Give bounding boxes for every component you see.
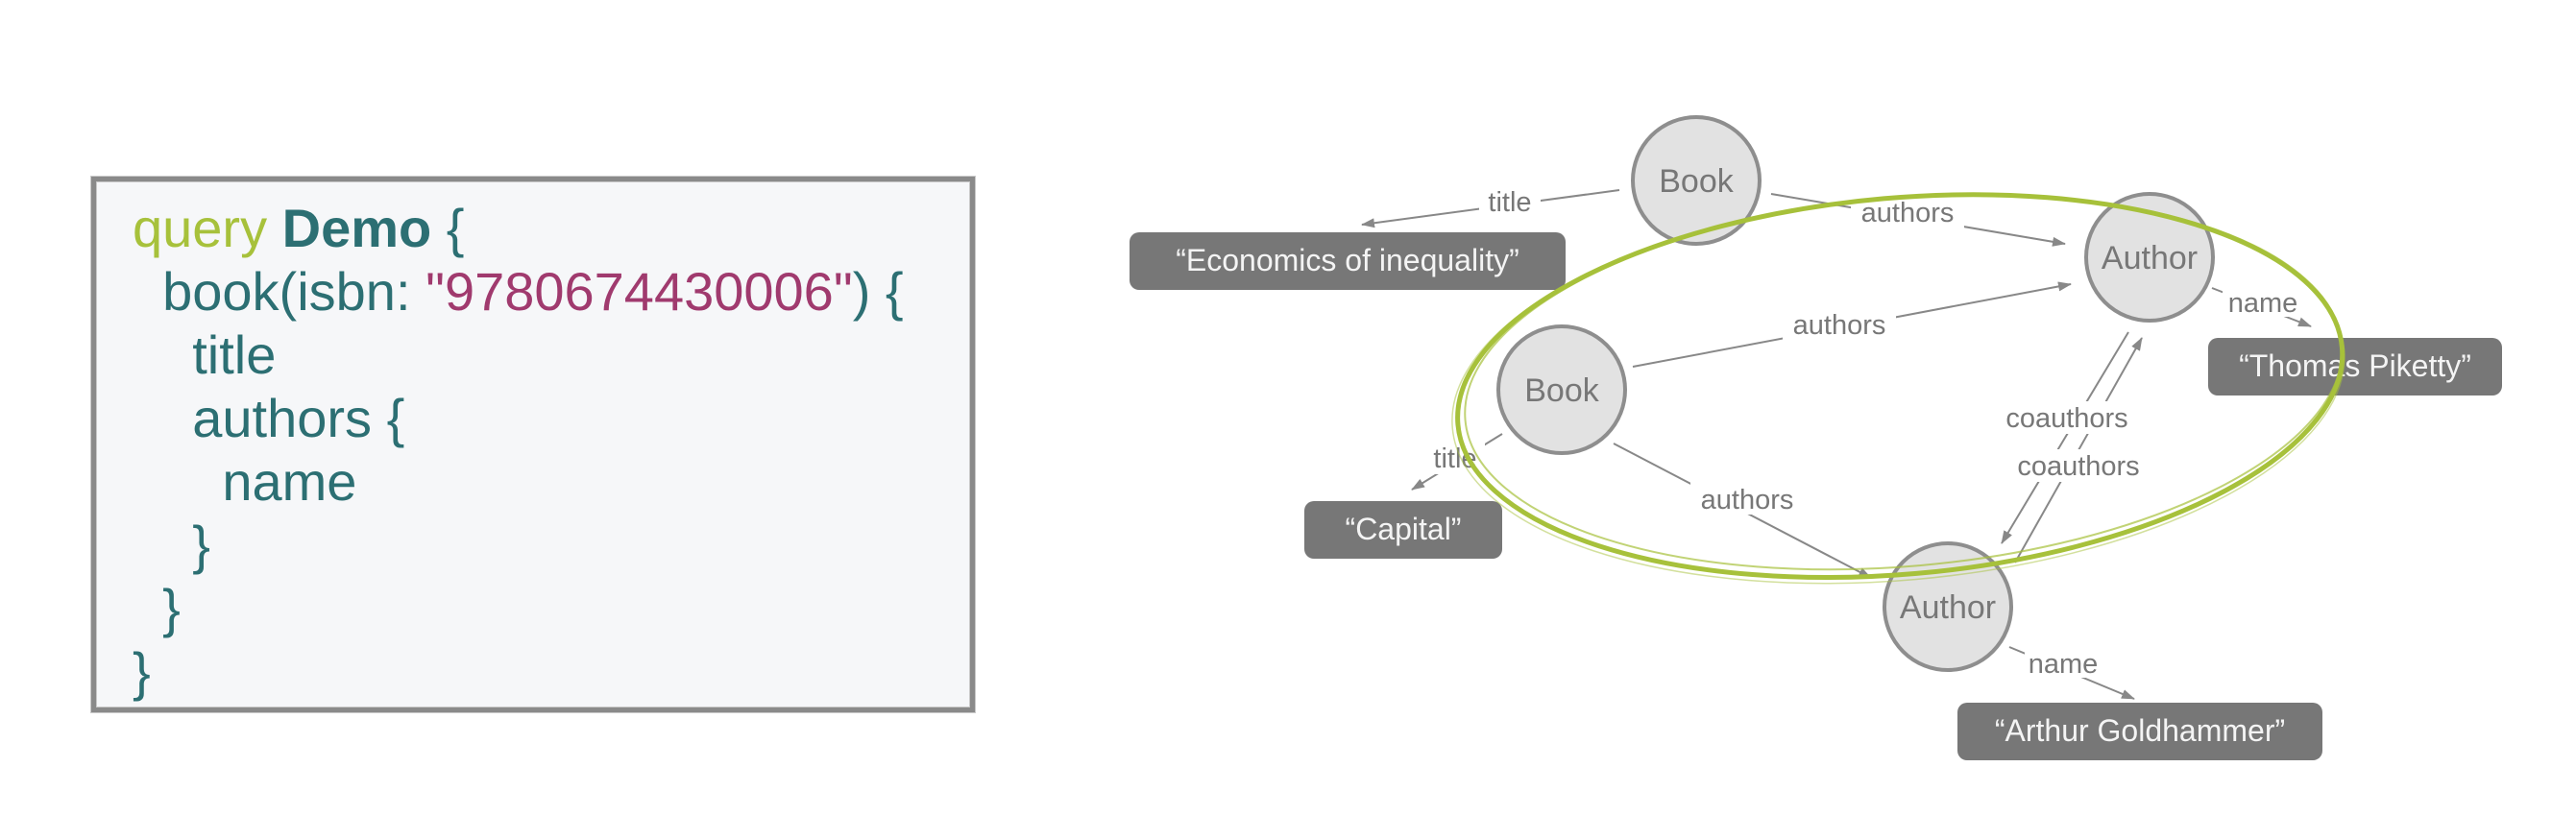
- node-book-mid-label: Book: [1524, 372, 1599, 409]
- edge-label-coauthors-2: coauthors: [2017, 451, 2139, 482]
- code-token: {: [431, 198, 465, 258]
- node-author-bottom-label: Author: [1900, 589, 1996, 626]
- edge-label-title-top: title: [1488, 187, 1531, 218]
- node-book-top-label: Book: [1659, 163, 1734, 200]
- graphql-query-panel: query Demo { book(isbn: "9780674430006")…: [91, 177, 975, 712]
- code-line: }: [133, 640, 904, 704]
- node-author-top-label: Author: [2102, 240, 2198, 276]
- code-token: }: [162, 578, 181, 638]
- code-line: book(isbn: "9780674430006") {: [133, 260, 904, 324]
- code-line: }: [133, 514, 904, 577]
- edge-coauthors-1: [2001, 331, 2129, 544]
- literal-capital: “Capital”: [1346, 512, 1462, 546]
- edge-labels: title authors authors title authors name…: [1423, 184, 2303, 680]
- literal-piketty-box: [2208, 338, 2502, 396]
- edge-label-authors-top: authors: [1861, 198, 1955, 228]
- code-token: }: [133, 641, 151, 702]
- literals: “Economics of inequality” “Capital” “Tho…: [1130, 232, 2502, 760]
- code-token: name: [222, 451, 357, 512]
- code-token: book(isbn:: [162, 261, 426, 322]
- literal-capital-box: [1304, 501, 1502, 559]
- edge-label-coauthors-1: coauthors: [2005, 403, 2127, 434]
- node-author-top: [2084, 192, 2215, 323]
- code-keyword: query: [133, 198, 268, 258]
- literal-economics: “Economics of inequality”: [1176, 243, 1519, 277]
- literal-economics-box: [1130, 232, 1566, 290]
- code-line: name: [133, 450, 904, 514]
- literal-goldhammer: “Arthur Goldhammer”: [1995, 713, 2285, 748]
- literal-goldhammer-box: [1957, 703, 2322, 760]
- graphql-query-code: query Demo { book(isbn: "9780674430006")…: [133, 197, 904, 704]
- edge-label-name-top: name: [2228, 288, 2298, 319]
- code-token: }: [192, 515, 210, 575]
- code-token: ) {: [852, 261, 904, 322]
- node-book-mid: [1496, 324, 1627, 455]
- code-token: [267, 198, 282, 258]
- edge-label-name-bottom: name: [2029, 649, 2099, 680]
- code-line: authors {: [133, 387, 904, 450]
- code-token: title: [192, 324, 277, 385]
- highlight-ellipse: [1451, 192, 2345, 585]
- edge-label-authors-mid-bottom: authors: [1701, 485, 1794, 515]
- code-operation-name: Demo: [281, 198, 432, 258]
- literal-piketty: “Thomas Piketty”: [2239, 348, 2471, 383]
- code-line: title: [133, 324, 904, 387]
- edge-label-authors-mid-top: authors: [1793, 310, 1886, 341]
- code-string: "9780674430006": [425, 261, 853, 322]
- code-line: }: [133, 577, 904, 640]
- node-book-top: [1631, 115, 1762, 246]
- graph-diagram: title authors authors title authors name…: [1130, 115, 2502, 760]
- nodes: Book Book Author Author: [1496, 115, 2215, 672]
- code-token: authors {: [192, 388, 405, 448]
- code-line: query Demo {: [133, 197, 904, 260]
